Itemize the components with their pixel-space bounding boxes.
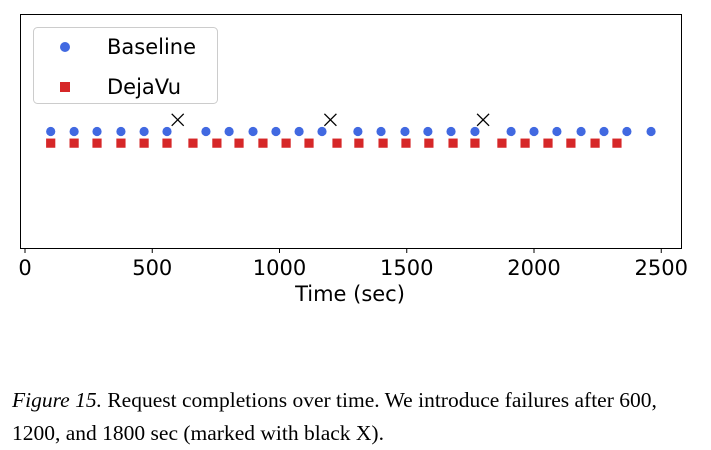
chart: 0 500 1000 1500 2000 2500 Time (sec) Baseline…: [18, 14, 688, 306]
dejavu-point: [424, 138, 434, 148]
x-tick-label: 1500: [380, 256, 433, 280]
baseline-point: [224, 126, 234, 137]
baseline-point: [622, 126, 632, 137]
dejavu-point: [401, 138, 411, 148]
caption-label: Figure 15.: [12, 388, 102, 412]
legend-box: [33, 27, 218, 104]
baseline-point: [470, 126, 480, 137]
dejavu-point: [332, 138, 342, 148]
failure-x-marker: [171, 113, 185, 127]
baseline-point: [271, 126, 281, 137]
baseline-point: [506, 126, 516, 137]
failure-x-stroke: [476, 113, 490, 127]
failure-x-marker: [476, 113, 490, 127]
dejavu-point: [258, 138, 268, 148]
dejavu-point: [448, 138, 458, 148]
baseline-point: [69, 126, 79, 137]
failure-x-stroke: [323, 113, 337, 127]
dejavu-point: [188, 138, 198, 148]
dejavu-point: [354, 138, 364, 148]
dejavu-point: [378, 138, 388, 148]
dejavu-point: [116, 138, 126, 148]
x-tick-label: 2500: [635, 256, 688, 280]
baseline-point: [423, 126, 433, 137]
baseline-point: [376, 126, 386, 137]
dejavu-point: [612, 138, 622, 148]
caption-text: Request completions over time. We introd…: [12, 388, 657, 445]
x-tick-label: 1000: [253, 256, 306, 280]
dejavu-point: [234, 138, 244, 148]
legend-label-dejavu: DejaVu: [107, 75, 181, 99]
baseline-point: [92, 126, 102, 137]
baseline-point: [201, 126, 211, 137]
legend-marker-dejavu: [60, 82, 70, 92]
legend-marker-baseline: [60, 42, 70, 52]
baseline-point: [353, 126, 363, 137]
baseline-point: [576, 126, 586, 137]
baseline-point: [294, 126, 304, 137]
dejavu-point: [46, 138, 56, 148]
baseline-point: [46, 126, 56, 137]
dejavu-point: [497, 138, 507, 148]
failure-x-marker: [323, 113, 337, 127]
x-tick-label: 0: [18, 256, 31, 280]
baseline-point: [248, 126, 258, 137]
legend: Baseline DejaVu: [33, 27, 218, 104]
x-tick-label: 500: [132, 256, 172, 280]
dejavu-point: [520, 138, 530, 148]
plot-frame: [20, 14, 682, 249]
figure-caption: Figure 15. Request completions over time…: [12, 384, 707, 450]
dejavu-point: [92, 138, 102, 148]
x-axis-label: Time (sec): [294, 282, 405, 306]
baseline-point: [116, 126, 126, 137]
baseline-point: [162, 126, 172, 137]
dejavu-point: [543, 138, 553, 148]
dejavu-point: [590, 138, 600, 148]
baseline-point: [400, 126, 410, 137]
baseline-point: [646, 126, 656, 137]
dejavu-point: [304, 138, 314, 148]
baseline-point: [139, 126, 149, 137]
x-tick-label: 2000: [507, 256, 560, 280]
dejavu-point: [281, 138, 291, 148]
failure-x-stroke: [171, 113, 185, 127]
dejavu-point: [139, 138, 149, 148]
dejavu-point: [212, 138, 222, 148]
baseline-point: [529, 126, 539, 137]
baseline-point: [446, 126, 456, 137]
baseline-point: [599, 126, 609, 137]
dejavu-point: [162, 138, 172, 148]
dejavu-point: [566, 138, 576, 148]
legend-label-baseline: Baseline: [107, 35, 196, 59]
dejavu-point: [69, 138, 79, 148]
baseline-point: [552, 126, 562, 137]
dejavu-point: [470, 138, 480, 148]
baseline-point: [317, 126, 327, 137]
